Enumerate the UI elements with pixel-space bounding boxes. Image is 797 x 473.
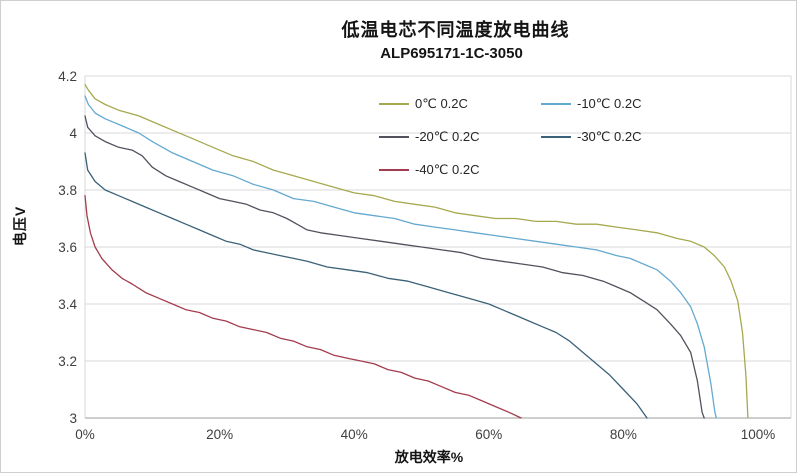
- x-axis-label: 放电效率%: [394, 449, 464, 465]
- legend-item-label: -30℃ 0.2C: [577, 128, 642, 144]
- legend-item-label: -10℃ 0.2C: [577, 95, 642, 111]
- legend-item: -40℃ 0.2C: [379, 162, 541, 178]
- series-line: [84, 95, 717, 419]
- chart-title: 低温电芯不同温度放电曲线: [341, 20, 570, 40]
- y-tick-label: 3.8: [58, 183, 77, 198]
- legend-key-line: [541, 102, 571, 105]
- y-tick-label: 4.2: [58, 69, 77, 84]
- legend-item-label: -40℃ 0.2C: [415, 161, 480, 177]
- chart-subtitle: ALP695171-1C-3050: [380, 45, 523, 62]
- y-tick-label: 3.6: [58, 240, 77, 255]
- y-axis-label: 电压V: [12, 205, 28, 247]
- legend-item: -20℃ 0.2C: [379, 129, 541, 145]
- legend-key-line: [379, 102, 409, 105]
- x-tick-label: 80%: [610, 427, 637, 442]
- x-tick-label: 0%: [75, 427, 95, 442]
- legend: 0℃ 0.2C -10℃ 0.2C -20℃ 0.2C -30℃ 0.2C -40℃ 0…: [379, 87, 711, 186]
- y-tick-label: 3: [69, 411, 77, 426]
- legend-item-label: 0℃ 0.2C: [415, 95, 468, 111]
- y-tick-label: 3.4: [58, 297, 77, 312]
- legend-item-label: -20℃ 0.2C: [415, 128, 480, 144]
- y-tick-label: 4: [69, 126, 77, 141]
- legend-item: 0℃ 0.2C: [379, 96, 541, 112]
- series-line: [84, 152, 648, 419]
- legend-key-line: [541, 135, 571, 138]
- series-line: [84, 115, 705, 419]
- x-tick-label: 100%: [741, 427, 776, 442]
- x-tick-label: 40%: [341, 427, 368, 442]
- legend-key-line: [379, 135, 409, 138]
- series-line: [84, 195, 522, 419]
- x-tick-label: 20%: [206, 427, 233, 442]
- y-tick-label: 3.2: [58, 354, 77, 369]
- x-tick-label: 60%: [475, 427, 502, 442]
- legend-key-line: [379, 168, 409, 171]
- legend-item: -30℃ 0.2C: [541, 129, 711, 145]
- series-line: [84, 83, 749, 419]
- legend-item: -10℃ 0.2C: [541, 96, 711, 112]
